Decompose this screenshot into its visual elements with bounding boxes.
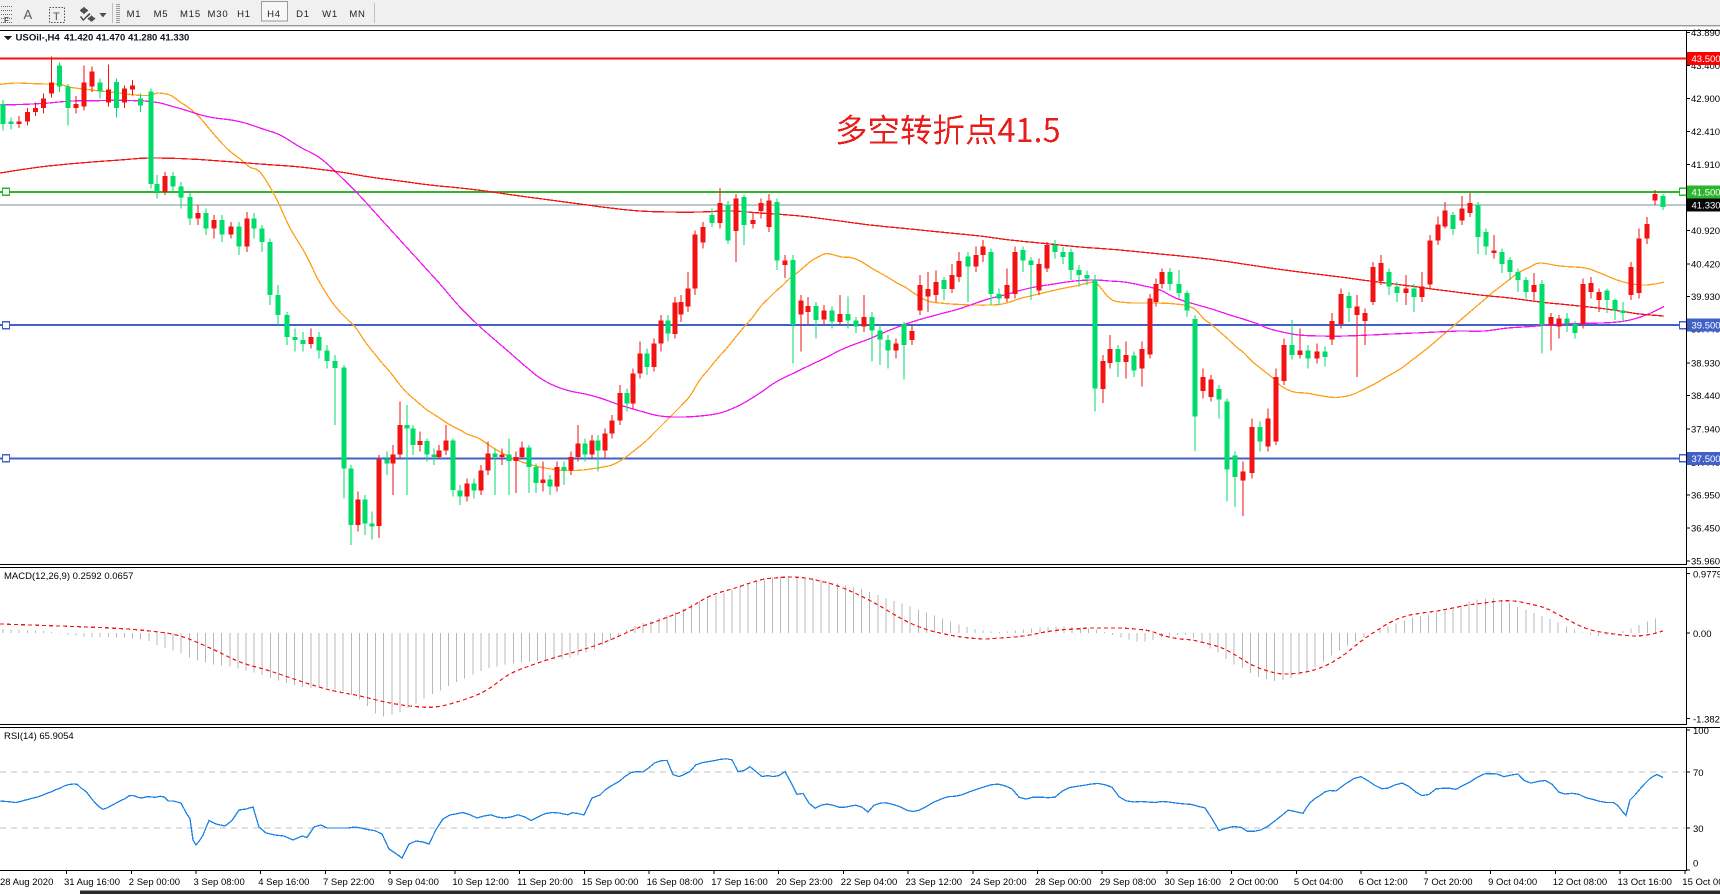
svg-text:M1: M1	[127, 9, 142, 20]
svg-text:30: 30	[1693, 824, 1704, 835]
svg-text:22 Sep 04:00: 22 Sep 04:00	[841, 877, 898, 888]
svg-text:H1: H1	[237, 9, 251, 20]
svg-text:D1: D1	[296, 9, 310, 20]
svg-text:23 Sep 12:00: 23 Sep 12:00	[906, 877, 963, 888]
svg-text:USOil-,H4: USOil-,H4	[16, 33, 61, 44]
svg-text:30 Sep 16:00: 30 Sep 16:00	[1164, 877, 1221, 888]
svg-text:3 Sep 08:00: 3 Sep 08:00	[194, 877, 245, 888]
svg-text:43.890: 43.890	[1691, 28, 1720, 39]
svg-text:6 Oct 12:00: 6 Oct 12:00	[1359, 877, 1408, 888]
svg-text:2 Oct 00:00: 2 Oct 00:00	[1229, 877, 1278, 888]
svg-text:M15: M15	[180, 9, 201, 20]
svg-text:29 Sep 08:00: 29 Sep 08:00	[1100, 877, 1157, 888]
svg-text:0.00: 0.00	[1693, 629, 1712, 640]
svg-text:15 Sep 00:00: 15 Sep 00:00	[582, 877, 639, 888]
svg-text:10 Sep 12:00: 10 Sep 12:00	[452, 877, 509, 888]
svg-text:41.420 41.470 41.280 41.330: 41.420 41.470 41.280 41.330	[64, 33, 189, 44]
svg-text:5 Oct 04:00: 5 Oct 04:00	[1294, 877, 1343, 888]
svg-text:36.950: 36.950	[1691, 490, 1720, 501]
svg-text:9 Oct 04:00: 9 Oct 04:00	[1488, 877, 1537, 888]
svg-text:37.500: 37.500	[1692, 454, 1720, 465]
svg-text:13 Oct 16:00: 13 Oct 16:00	[1618, 877, 1672, 888]
svg-text:100: 100	[1693, 726, 1709, 737]
svg-text:M5: M5	[154, 9, 169, 20]
svg-text:T: T	[53, 11, 60, 23]
svg-text:41.910: 41.910	[1691, 160, 1720, 171]
svg-text:43.400: 43.400	[1691, 61, 1720, 72]
svg-text:41.330: 41.330	[1692, 200, 1720, 211]
svg-text:11 Sep 20:00: 11 Sep 20:00	[517, 877, 573, 888]
svg-text:W1: W1	[322, 9, 338, 20]
svg-text:20 Sep 23:00: 20 Sep 23:00	[776, 877, 833, 888]
svg-text:15 Oct 00:00: 15 Oct 00:00	[1682, 877, 1720, 888]
svg-text:24 Sep 20:00: 24 Sep 20:00	[970, 877, 1027, 888]
svg-text:40.920: 40.920	[1691, 226, 1720, 237]
svg-text:41.500: 41.500	[1692, 187, 1720, 198]
svg-text:39.930: 39.930	[1691, 292, 1720, 303]
svg-text:36.450: 36.450	[1691, 524, 1720, 535]
svg-text:9 Sep 04:00: 9 Sep 04:00	[388, 877, 439, 888]
svg-text:70: 70	[1693, 768, 1704, 779]
svg-text:12 Oct 08:00: 12 Oct 08:00	[1553, 877, 1607, 888]
svg-text:A: A	[24, 7, 33, 22]
svg-text:F: F	[4, 16, 9, 25]
svg-text:38.930: 38.930	[1691, 359, 1720, 370]
svg-text:7 Sep 22:00: 7 Sep 22:00	[323, 877, 374, 888]
svg-text:28 Sep 00:00: 28 Sep 00:00	[1035, 877, 1092, 888]
svg-text:42.410: 42.410	[1691, 127, 1720, 138]
svg-text:31 Aug 16:00: 31 Aug 16:00	[64, 877, 120, 888]
svg-text:40.420: 40.420	[1691, 259, 1720, 270]
svg-text:H4: H4	[267, 9, 281, 20]
svg-text:M30: M30	[208, 9, 229, 20]
svg-text:16 Sep 08:00: 16 Sep 08:00	[647, 877, 704, 888]
svg-text:RSI(14) 65.9054: RSI(14) 65.9054	[4, 731, 74, 742]
svg-text:0.9779: 0.9779	[1693, 570, 1720, 581]
svg-text:MN: MN	[349, 9, 365, 20]
svg-text:4 Sep 16:00: 4 Sep 16:00	[258, 877, 309, 888]
svg-text:MACD(12,26,9) 0.2592 0.0657: MACD(12,26,9) 0.2592 0.0657	[4, 571, 133, 582]
svg-text:38.440: 38.440	[1691, 391, 1720, 402]
svg-text:-1.382: -1.382	[1693, 715, 1720, 726]
svg-text:17 Sep 16:00: 17 Sep 16:00	[711, 877, 768, 888]
svg-text:37.940: 37.940	[1691, 425, 1720, 436]
svg-text:0: 0	[1693, 859, 1698, 870]
svg-text:35.960: 35.960	[1691, 556, 1720, 567]
svg-text:43.500: 43.500	[1692, 54, 1720, 65]
svg-text:7 Oct 20:00: 7 Oct 20:00	[1423, 877, 1472, 888]
svg-text:28 Aug 2020: 28 Aug 2020	[0, 877, 53, 888]
svg-text:42.900: 42.900	[1691, 94, 1720, 105]
svg-text:39.500: 39.500	[1692, 321, 1720, 332]
svg-text:2 Sep 00:00: 2 Sep 00:00	[129, 877, 180, 888]
